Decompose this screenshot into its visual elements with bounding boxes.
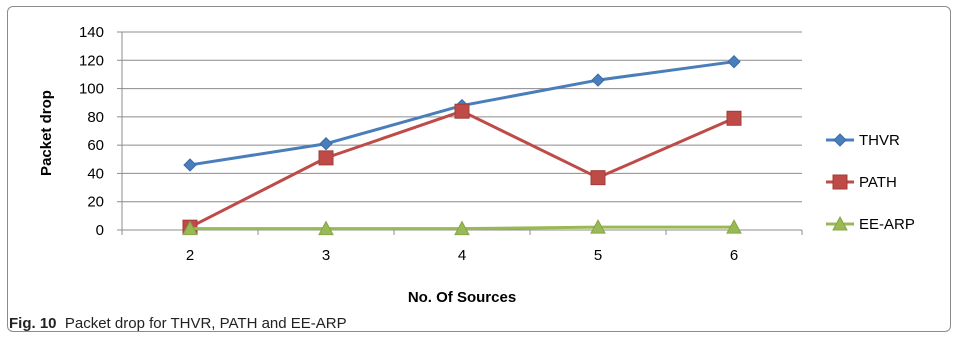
data-point-ee-arp bbox=[454, 220, 470, 236]
data-point-ee-arp bbox=[590, 219, 606, 234]
x-tick-label: 4 bbox=[458, 247, 466, 264]
figure-caption-text: Packet drop for THVR, PATH and EE-ARP bbox=[64, 315, 347, 332]
legend-item-ee-arp: EE-ARP bbox=[826, 215, 915, 233]
y-tick-label: 0 bbox=[96, 222, 104, 239]
axes: 0 20 40 60 80 100 120 140 2 3 4 5 6 bbox=[79, 24, 803, 264]
gridlines bbox=[122, 31, 802, 203]
legend-marker-path bbox=[832, 174, 848, 190]
figure-label: Fig. 10 bbox=[9, 315, 57, 332]
legend-label: PATH bbox=[859, 174, 897, 191]
y-tick-label: 100 bbox=[79, 81, 104, 98]
y-tick-label: 60 bbox=[87, 137, 104, 154]
y-tick-label: 120 bbox=[79, 52, 104, 69]
series-path bbox=[182, 103, 742, 235]
figure-caption: Fig. 10 Packet drop for THVR, PATH and E… bbox=[9, 315, 347, 332]
x-tick-label: 5 bbox=[594, 247, 602, 264]
x-tick-label: 6 bbox=[730, 247, 738, 264]
data-point-thvr bbox=[591, 73, 605, 87]
series-line-path bbox=[189, 109, 735, 229]
series-ee-arp bbox=[182, 219, 742, 236]
legend-item-path: PATH bbox=[826, 174, 897, 191]
legend-marker-thvr bbox=[833, 133, 847, 147]
data-point-thvr bbox=[727, 54, 741, 69]
y-axis-title: Packet drop bbox=[38, 90, 55, 176]
series bbox=[182, 54, 742, 236]
y-tick-label: 40 bbox=[87, 165, 104, 182]
data-point-ee-arp bbox=[726, 219, 742, 234]
data-point-thvr bbox=[319, 137, 333, 151]
data-point-path bbox=[318, 150, 334, 166]
x-axis-title: No. Of Sources bbox=[408, 289, 516, 306]
y-tick-label: 20 bbox=[87, 194, 104, 211]
data-point-ee-arp bbox=[182, 220, 198, 236]
legend: THVR PATH EE-ARP bbox=[826, 132, 915, 233]
x-tick-label: 2 bbox=[186, 247, 194, 264]
legend-item-thvr: THVR bbox=[826, 132, 900, 149]
data-point-thvr bbox=[183, 158, 197, 172]
legend-marker-ee-arp bbox=[832, 215, 848, 231]
data-point-ee-arp bbox=[318, 220, 334, 236]
data-point-path bbox=[726, 110, 742, 126]
legend-label: THVR bbox=[859, 132, 900, 149]
y-tick-label: 140 bbox=[79, 24, 104, 41]
data-point-path bbox=[454, 103, 470, 119]
y-tick-label: 80 bbox=[87, 109, 104, 126]
data-point-path bbox=[590, 170, 606, 186]
legend-label: EE-ARP bbox=[859, 216, 915, 233]
x-tick-label: 3 bbox=[322, 247, 330, 264]
